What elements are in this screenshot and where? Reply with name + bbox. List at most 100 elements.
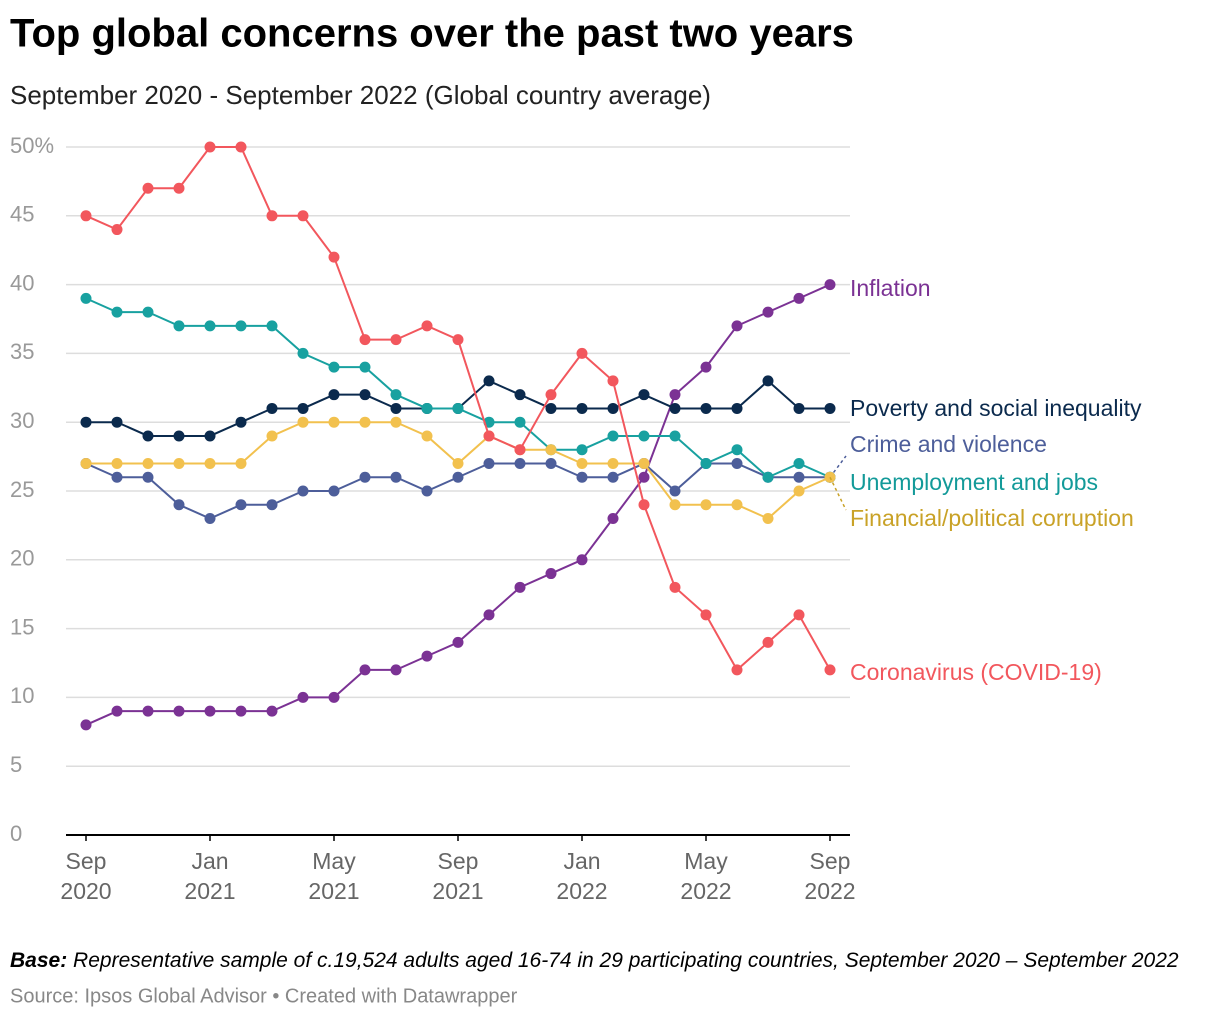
data-point (607, 430, 619, 442)
data-point (700, 402, 712, 414)
data-point (421, 430, 433, 442)
y-tick-label: 15 (10, 614, 34, 639)
data-point (762, 375, 774, 387)
data-point (390, 471, 402, 483)
data-point (731, 664, 743, 676)
data-point (452, 636, 464, 648)
data-point (421, 650, 433, 662)
data-point (359, 471, 371, 483)
series-label: Crime and violence (850, 431, 1047, 457)
data-point (731, 320, 743, 332)
data-point (452, 471, 464, 483)
data-point (297, 210, 309, 222)
data-point (576, 554, 588, 566)
data-point (545, 402, 557, 414)
series-label: Unemployment and jobs (850, 469, 1098, 495)
data-point (607, 375, 619, 387)
label-connector (829, 476, 847, 511)
data-point (80, 719, 92, 731)
data-point (235, 320, 247, 332)
data-point (762, 471, 774, 483)
data-point (390, 416, 402, 428)
data-point (452, 457, 464, 469)
data-point (390, 664, 402, 676)
series-label: Financial/political corruption (850, 505, 1134, 531)
data-point (204, 320, 216, 332)
data-point (700, 609, 712, 621)
data-point (359, 389, 371, 401)
data-point (328, 416, 340, 428)
series-label: Inflation (850, 275, 931, 301)
x-tick-label: May 2022 (680, 848, 732, 904)
data-point (421, 320, 433, 332)
data-point (111, 306, 123, 318)
data-point (607, 471, 619, 483)
x-tick-label: Sep 2021 (432, 848, 484, 904)
data-point (669, 389, 681, 401)
data-point (824, 402, 836, 414)
data-point (762, 306, 774, 318)
data-point (80, 292, 92, 304)
data-point (452, 402, 464, 414)
data-point (142, 182, 154, 194)
data-point (328, 361, 340, 373)
data-point (700, 361, 712, 373)
y-tick-label: 45 (10, 202, 34, 227)
data-point (514, 389, 526, 401)
y-tick-label: 0 (10, 821, 22, 846)
data-point (142, 471, 154, 483)
data-point (266, 402, 278, 414)
y-tick-label: 30 (10, 408, 34, 433)
data-point (421, 402, 433, 414)
data-point (793, 457, 805, 469)
data-point (576, 402, 588, 414)
y-tick-label: 10 (10, 683, 34, 708)
data-point (80, 210, 92, 222)
data-point (359, 664, 371, 676)
y-tick-label: 50% (10, 133, 54, 158)
y-tick-label: 25 (10, 477, 34, 502)
data-point (669, 581, 681, 593)
data-point (173, 705, 185, 717)
data-point (576, 444, 588, 456)
x-tick-label: Jan 2021 (184, 848, 236, 904)
data-point (483, 375, 495, 387)
data-point (204, 705, 216, 717)
data-point (80, 416, 92, 428)
data-point (824, 664, 836, 676)
data-point (142, 705, 154, 717)
data-point (793, 485, 805, 497)
data-point (390, 389, 402, 401)
data-point (297, 485, 309, 497)
data-point (390, 402, 402, 414)
data-point (824, 279, 836, 291)
data-point (421, 485, 433, 497)
data-point (235, 499, 247, 511)
data-point (173, 499, 185, 511)
data-point (731, 457, 743, 469)
data-point (173, 182, 185, 194)
data-point (328, 691, 340, 703)
data-point (173, 457, 185, 469)
data-point (545, 444, 557, 456)
data-point (266, 499, 278, 511)
data-point (793, 609, 805, 621)
data-point (638, 457, 650, 469)
footnote-text: Representative sample of c.19,524 adults… (73, 949, 1179, 972)
data-point (80, 457, 92, 469)
series-label: Coronavirus (COVID-19) (850, 659, 1102, 685)
y-tick-label: 20 (10, 546, 34, 571)
data-point (297, 416, 309, 428)
y-tick-label: 5 (10, 752, 22, 777)
data-point (297, 691, 309, 703)
data-point (111, 705, 123, 717)
data-point (111, 224, 123, 236)
data-point (638, 471, 650, 483)
data-point (111, 416, 123, 428)
data-point (700, 499, 712, 511)
data-point (266, 705, 278, 717)
source: Source: Ipsos Global Advisor • Created w… (10, 985, 518, 1007)
data-point (762, 513, 774, 525)
data-point (793, 292, 805, 304)
